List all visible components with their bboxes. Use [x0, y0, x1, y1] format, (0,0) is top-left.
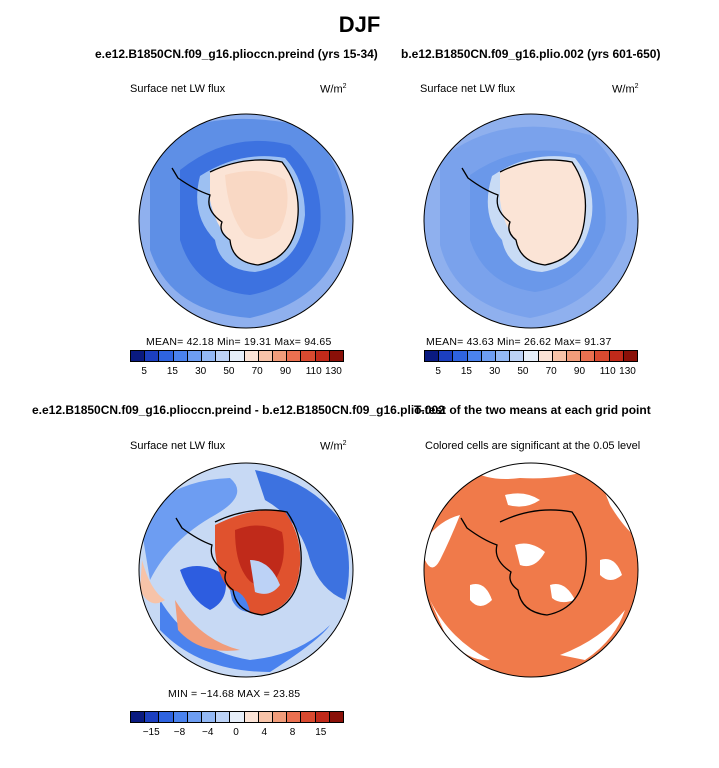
colorbar-swatch [258, 351, 274, 361]
panel3-colorbar [130, 711, 344, 723]
colorbar-tick-label: −8 [173, 727, 186, 738]
colorbar-tick-label: 50 [223, 366, 235, 377]
colorbar-tick-label: 90 [279, 366, 292, 377]
colorbar-tick-label: 30 [195, 366, 207, 377]
panel1-stats: MEAN= 42.18 Min= 19.31 Max= 94.65 [146, 336, 332, 348]
colorbar-swatch [287, 351, 302, 361]
colorbar-swatch [538, 351, 553, 361]
panel2-stats: MEAN= 43.63 Min= 26.62 Max= 91.37 [426, 336, 612, 348]
colorbar-swatch [453, 351, 468, 361]
panel2-colorbar-labels: 5 15 30 50 70 90 110 130 [424, 366, 636, 380]
colorbar-swatch [145, 712, 160, 722]
colorbar-swatch [510, 351, 525, 361]
colorbar-tick-label: 8 [289, 727, 296, 738]
colorbar-tick-label: 15 [315, 727, 327, 738]
colorbar-swatch [425, 351, 440, 361]
colorbar-swatch [230, 712, 245, 722]
colorbar-swatch [159, 351, 174, 361]
colorbar-tick-label: 0 [233, 727, 239, 738]
colorbar-swatch [216, 712, 231, 722]
panel4-subtitle: Colored cells are significant at the 0.0… [425, 440, 641, 452]
colorbar-tick-label: 130 [619, 366, 636, 377]
colorbar-swatch [496, 351, 511, 361]
colorbar-swatch [202, 351, 217, 361]
colorbar-swatch [131, 351, 146, 361]
colorbar-swatch [145, 351, 160, 361]
colorbar-tick-label: 130 [325, 366, 342, 377]
colorbar-swatch [173, 351, 188, 361]
colorbar-swatch [244, 712, 259, 722]
colorbar-swatch [173, 712, 188, 722]
colorbar-swatch [131, 712, 146, 722]
panel3-stats: MIN = −14.68 MAX = 23.85 [168, 688, 301, 700]
panel3-colorbar-labels: −15 −8 −4 0 4 8 15 [130, 727, 342, 741]
colorbar-swatch [467, 351, 482, 361]
colorbar-swatch [273, 712, 288, 722]
panel2-variable: Surface net LW flux [420, 83, 516, 95]
panel1-title: e.e12.B1850CN.f09_g16.plioccn.preind (yr… [95, 47, 378, 61]
colorbar-swatch [524, 351, 539, 361]
colorbar-tick-label: 50 [517, 366, 529, 377]
colorbar-swatch [202, 712, 217, 722]
panel2-colorbar [424, 350, 638, 362]
colorbar-tick-label: −15 [142, 727, 160, 738]
panel4-title: T-test of the two means at each grid poi… [414, 403, 651, 417]
colorbar-swatch [552, 351, 568, 361]
colorbar-swatch [187, 351, 203, 361]
panel2-title: b.e12.B1850CN.f09_g16.plio.002 (yrs 601-… [401, 47, 661, 61]
panel2-units: W/m2 [612, 83, 639, 96]
colorbar-swatch [230, 351, 245, 361]
colorbar-swatch [244, 351, 259, 361]
colorbar-tick-label: 5 [435, 366, 441, 377]
colorbar-tick-label: 70 [545, 366, 557, 377]
colorbar-tick-label: 110 [599, 366, 616, 377]
colorbar-tick-label: 110 [305, 366, 322, 377]
panel3-variable: Surface net LW flux [130, 440, 226, 452]
colorbar-swatch [273, 351, 288, 361]
colorbar-tick-label: 5 [141, 366, 147, 377]
colorbar-tick-label: 70 [251, 366, 263, 377]
panel1-variable: Surface net LW flux [130, 83, 226, 95]
colorbar-swatch [595, 351, 610, 361]
colorbar-swatch [301, 351, 316, 361]
main-title: DJF [338, 12, 381, 37]
colorbar-swatch [581, 351, 596, 361]
colorbar-tick-label: 90 [573, 366, 586, 377]
colorbar-tick-label: −4 [202, 727, 214, 738]
colorbar-tick-label: 4 [261, 727, 268, 738]
colorbar-swatch [187, 712, 203, 722]
colorbar-swatch [567, 351, 582, 361]
colorbar-swatch [301, 712, 316, 722]
panel1-units: W/m2 [320, 83, 347, 96]
panel3-units: W/m2 [320, 440, 347, 453]
colorbar-swatch [623, 351, 638, 361]
panel3-title: e.e12.B1850CN.f09_g16.plioccn.preind - b… [32, 403, 445, 417]
colorbar-swatch [329, 712, 344, 722]
panel1-colorbar-labels: 5 15 30 50 70 90 110 130 [130, 366, 342, 380]
colorbar-swatch [329, 351, 344, 361]
colorbar-tick-label: 15 [166, 366, 178, 377]
colorbar-swatch [216, 351, 231, 361]
colorbar-swatch [315, 712, 330, 722]
colorbar-swatch [481, 351, 497, 361]
colorbar-tick-label: 15 [460, 366, 472, 377]
colorbar-tick-label: 30 [489, 366, 501, 377]
colorbar-swatch [315, 351, 330, 361]
colorbar-swatch [258, 712, 274, 722]
colorbar-swatch [609, 351, 624, 361]
colorbar-swatch [287, 712, 302, 722]
panel1-colorbar [130, 350, 344, 362]
colorbar-swatch [439, 351, 454, 361]
colorbar-swatch [159, 712, 174, 722]
